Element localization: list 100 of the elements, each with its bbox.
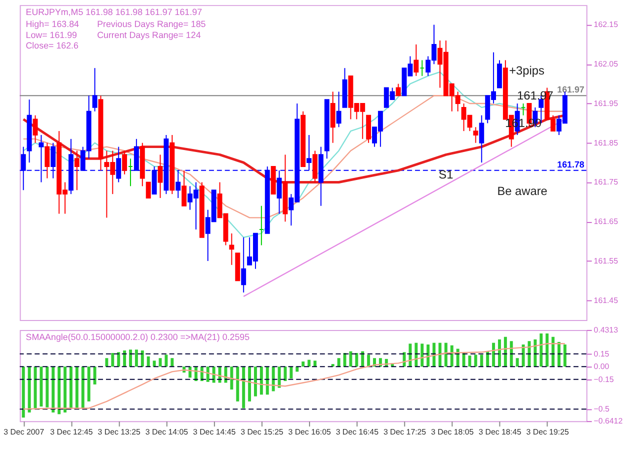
bar	[492, 342, 496, 367]
y-tick-label: 162.15	[594, 20, 619, 30]
x-tick-label: 3 Dec 13:25	[98, 427, 142, 436]
bar	[349, 351, 352, 367]
bar	[164, 354, 168, 367]
candlestick	[146, 182, 151, 198]
bar	[70, 366, 72, 408]
bar	[117, 352, 120, 367]
bar	[146, 356, 150, 367]
y-tick-label: 161.85	[594, 138, 619, 148]
bar	[236, 366, 240, 402]
candlestick	[396, 83, 401, 96]
candlestick	[32, 114, 38, 144]
x-tick-label: 3 Dec 18:05	[431, 427, 474, 436]
bar	[534, 339, 537, 367]
bar	[58, 366, 61, 414]
bar	[230, 366, 234, 390]
x-tick-label: 3 Dec 17:25	[383, 427, 427, 436]
candlestick	[479, 114, 484, 164]
candlestick	[229, 232, 234, 266]
bar	[438, 342, 442, 367]
annotation: Previous Days Range= 185	[97, 18, 206, 29]
candlestick	[158, 154, 163, 198]
annotation: Low= 161.99	[26, 30, 78, 40]
y-tick-label: 161.65	[594, 217, 619, 226]
bar	[93, 366, 96, 384]
bar	[22, 366, 25, 418]
bar	[64, 366, 67, 412]
candlestick	[330, 91, 336, 144]
bar	[123, 350, 126, 367]
candlestick	[122, 150, 128, 175]
bar	[87, 366, 90, 402]
bar	[420, 344, 424, 367]
y-tick-label: 161.95	[594, 98, 619, 108]
bar	[81, 366, 84, 408]
bar	[248, 366, 252, 402]
ref-line-label: 161.78	[557, 159, 584, 170]
bar	[111, 353, 114, 367]
bar	[367, 354, 370, 367]
candlestick	[44, 142, 50, 179]
x-tick-label: 3 Dec 12:45	[50, 427, 94, 436]
bar	[129, 350, 132, 367]
annotation: 161.90	[505, 116, 542, 130]
y-tick-label: −0.15	[594, 374, 614, 384]
bar	[522, 344, 525, 367]
bar	[140, 350, 144, 367]
candlestick	[366, 114, 372, 144]
bar	[480, 354, 484, 367]
bar	[474, 354, 478, 367]
annotation: S1	[438, 167, 454, 182]
y-tick-label: 161.45	[594, 296, 619, 305]
bar	[75, 366, 78, 408]
bar	[134, 350, 138, 367]
bar	[546, 333, 549, 367]
bar	[468, 356, 472, 367]
x-tick-label: 3 Dec 2007	[4, 427, 44, 436]
bar	[152, 360, 156, 367]
bar	[278, 366, 281, 388]
bar	[105, 358, 108, 367]
annotation: +3pips	[509, 63, 544, 78]
bar	[563, 344, 566, 367]
bar	[308, 360, 311, 367]
y-tick-label: 162.05	[594, 60, 619, 69]
candlestick	[414, 44, 419, 76]
bar	[266, 366, 269, 395]
bar	[355, 353, 358, 367]
candlestick	[497, 60, 502, 88]
bar	[444, 342, 448, 367]
x-tick-label: 3 Dec 14:45	[192, 427, 236, 436]
candlestick	[241, 236, 246, 293]
x-tick-label: 3 Dec 15:25	[240, 427, 284, 436]
bar	[242, 366, 246, 408]
bar	[302, 361, 305, 367]
bar	[337, 358, 340, 367]
annotation: High= 163.84	[26, 18, 80, 29]
candlestick	[182, 170, 187, 206]
bar	[314, 360, 316, 367]
candlestick	[74, 150, 80, 191]
bar	[52, 366, 55, 412]
y-tick-label: 0.00	[594, 362, 610, 372]
bar	[206, 366, 210, 382]
y-tick-label: 0.4313	[594, 325, 619, 334]
y-tick-label: 161.55	[594, 256, 619, 266]
bar	[290, 366, 293, 378]
bar	[34, 366, 37, 408]
candlestick	[92, 68, 98, 112]
y-tick-label: −0.5	[594, 404, 610, 414]
annotation: Current Days Range= 124	[97, 30, 201, 40]
bar	[540, 333, 543, 367]
x-tick-label: 3 Dec 14:05	[145, 427, 189, 436]
y-tick-label: −0.6412	[594, 416, 623, 426]
candlestick	[336, 91, 342, 128]
y-tick-label: 161.75	[594, 178, 619, 187]
y-tick-label: 0.15	[594, 349, 610, 358]
bar	[331, 364, 334, 367]
candlestick	[312, 150, 318, 183]
bar	[40, 366, 43, 407]
bar	[498, 339, 501, 367]
chart-title: EURJPYm,M5 161.98 161.98 161.97 161.97	[26, 6, 202, 17]
bar	[28, 366, 31, 412]
